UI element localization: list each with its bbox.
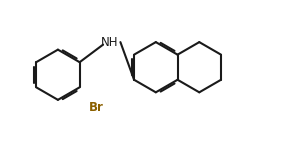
Text: Br: Br [88, 101, 103, 114]
Text: NH: NH [101, 36, 119, 49]
